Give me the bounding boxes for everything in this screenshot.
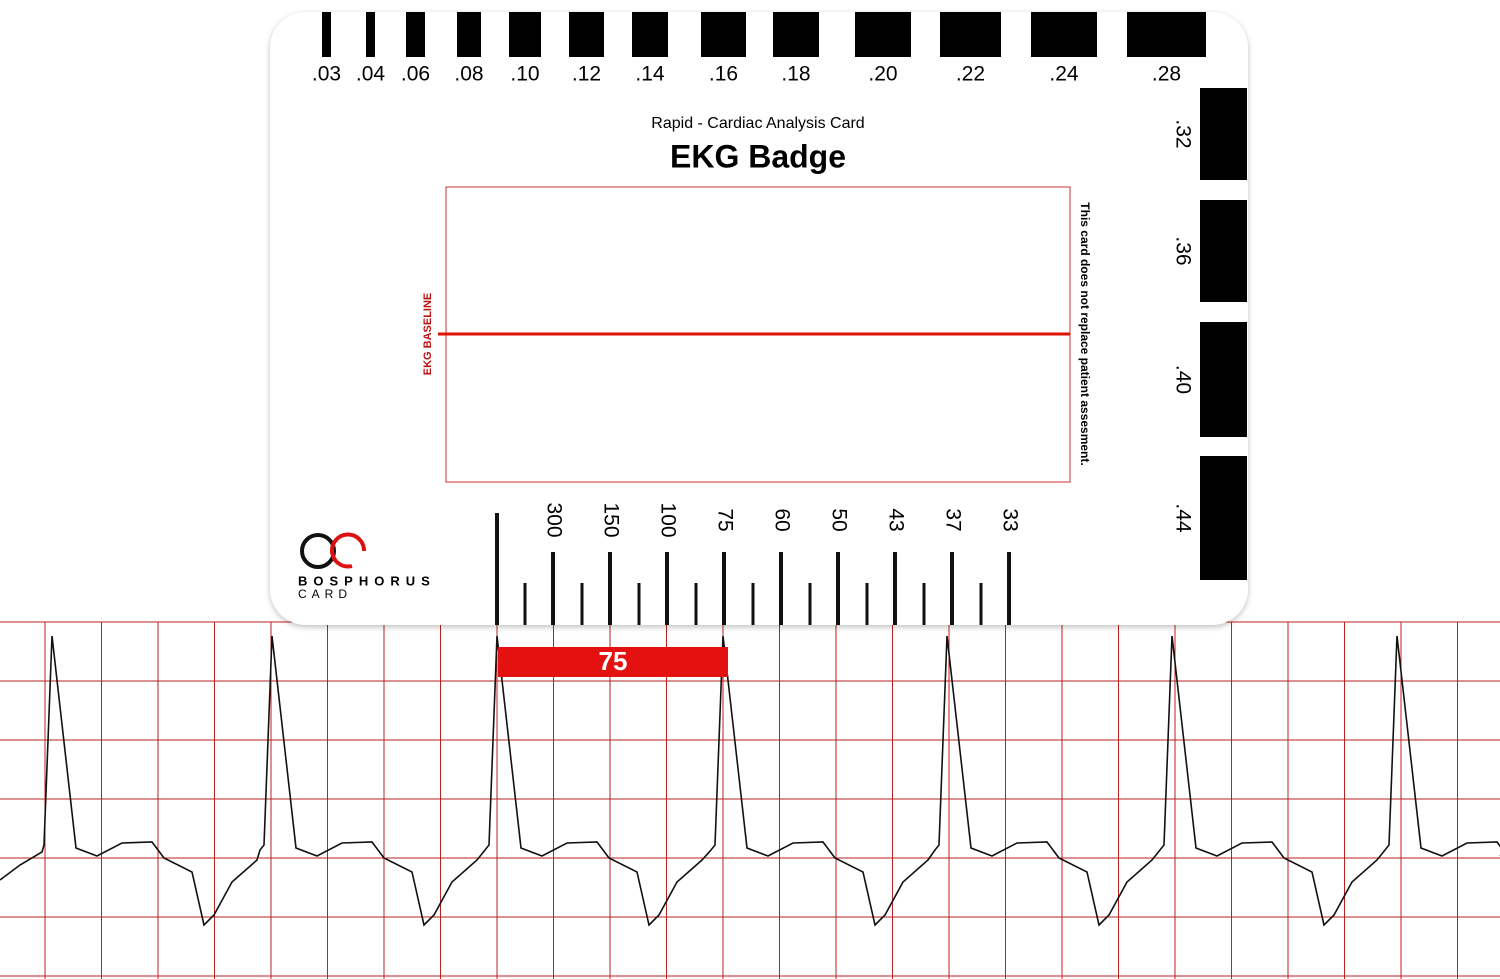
baseline-label: EKG BASELINE: [422, 293, 434, 376]
card-subtitle: Rapid - Cardiac Analysis Card: [651, 115, 864, 132]
caliper-label: .40: [1171, 365, 1194, 394]
caliper-bar: [406, 12, 425, 57]
caliper-bar: [701, 12, 746, 57]
caliper-label: .04: [356, 63, 386, 86]
caliper-label: .10: [510, 63, 539, 86]
caliper-bar: [457, 12, 481, 57]
caliper-label: .28: [1152, 63, 1181, 86]
caliper-label: .20: [868, 63, 897, 86]
rate-label: 43: [884, 508, 907, 531]
card: [270, 12, 1248, 625]
brand-sub: CARD: [298, 587, 352, 601]
caliper-label: .18: [781, 63, 810, 86]
caliper-label: .44: [1171, 503, 1194, 533]
rate-label: 75: [713, 508, 736, 531]
ekg-trace: [0, 635, 1500, 927]
rate-highlight: [498, 647, 728, 677]
rate-label: 37: [941, 508, 964, 531]
caliper-bar: [509, 12, 541, 57]
caliper-label: .08: [454, 63, 483, 86]
caliper-bar: [855, 12, 911, 57]
caliper-label: .14: [635, 63, 665, 86]
brand-name: BOSPHORUS: [298, 573, 436, 588]
rate-label: 150: [599, 502, 622, 537]
caliper-bar: [322, 12, 331, 57]
caliper-bar: [1200, 200, 1247, 302]
caliper-bar: [1031, 12, 1097, 57]
rate-label: 300: [542, 502, 565, 537]
rate-highlight-label: 75: [599, 646, 628, 676]
caliper-bar: [569, 12, 604, 57]
card-title: EKG Badge: [670, 138, 846, 174]
caliper-label: .36: [1171, 236, 1194, 265]
rate-label: 100: [656, 502, 679, 537]
caliper-bar: [366, 12, 375, 57]
caliper-bar: [1200, 456, 1247, 580]
rate-label: 50: [827, 508, 850, 531]
caliper-bar: [773, 12, 819, 57]
caliper-bar: [1200, 322, 1247, 437]
caliper-label: .24: [1049, 63, 1079, 86]
rate-label: 60: [770, 508, 793, 531]
rate-label: 33: [998, 508, 1021, 531]
ekg-grid: [0, 621, 1500, 979]
caliper-bar: [632, 12, 668, 57]
caliper-label: .32: [1171, 119, 1194, 148]
brand-logo: BOSPHORUS CARD: [298, 532, 436, 601]
caliper-label: .06: [401, 63, 430, 86]
caliper-bar: [1127, 12, 1206, 57]
caliper-label: .03: [312, 63, 341, 86]
caliper-label: .16: [709, 63, 738, 86]
caliper-label: .12: [572, 63, 601, 86]
disclaimer: This card does not replace patient asses…: [1078, 202, 1092, 465]
caliper-label: .22: [956, 63, 985, 86]
caliper-bar: [940, 12, 1001, 57]
caliper-bar: [1200, 88, 1247, 180]
